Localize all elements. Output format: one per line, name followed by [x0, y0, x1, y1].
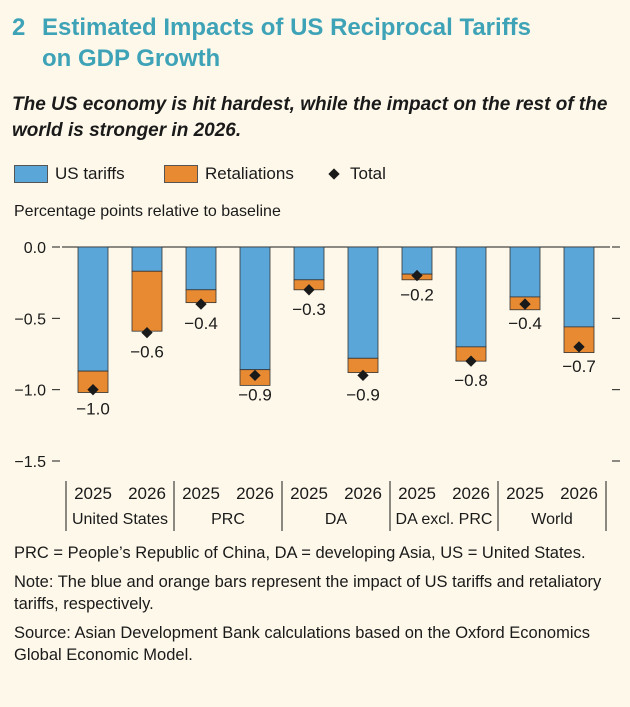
total-marker: [465, 355, 477, 367]
total-data-label: −0.2: [400, 286, 434, 305]
explanation-note: Note: The blue and orange bars represent…: [14, 573, 602, 613]
x-year-label: 2025: [182, 484, 220, 503]
figure-title: 2 Estimated Impacts of US Reciprocal Tari…: [12, 12, 612, 74]
x-year-label: 2026: [452, 484, 490, 503]
y-tick-label: −0.5: [14, 311, 46, 328]
total-marker: [357, 369, 369, 382]
x-year-label: 2026: [344, 484, 382, 503]
figure-subtitle: The US economy is hit hardest, while the…: [12, 94, 608, 141]
bar-us-tariffs: [293, 246, 325, 281]
total-data-label: −0.4: [508, 314, 542, 333]
total-data-label: −1.0: [76, 400, 110, 419]
bar-us-tariffs: [239, 246, 271, 371]
legend-label-retaliations: Retaliations: [205, 164, 294, 183]
total-data-label: −0.8: [454, 371, 488, 390]
bar-us-tariffs: [509, 246, 541, 298]
bar-us-tariffs: [347, 246, 379, 359]
figure-title-line2: on GDP Growth: [42, 45, 221, 72]
legend-us-tariffs: US tariffs: [14, 164, 125, 184]
y-axis-label: Percentage points relative to baseline: [14, 203, 281, 220]
total-data-label: −0.6: [130, 343, 164, 362]
legend-label-total: Total: [350, 164, 386, 183]
total-marker: [519, 298, 531, 310]
bar-us-tariffs: [131, 246, 163, 272]
total-data-label: −0.3: [292, 300, 326, 319]
legend-swatch-retaliations: [164, 165, 198, 183]
bar-chart: 0.0 −0.5 −1.0 −1.5 −1.0 −0.6 −0.4 −0.9 −0.3 −0.9 −…: [14, 240, 620, 531]
source-note: Source: Asian Development Bank calculati…: [14, 624, 590, 664]
y-tick-label: 0.0: [24, 240, 46, 257]
total-data-label: −0.7: [562, 357, 596, 376]
total-data-label: −0.9: [238, 385, 272, 404]
y-tick-label: −1.5: [14, 454, 46, 471]
x-year-label: 2025: [74, 484, 112, 503]
bar-us-tariffs: [563, 246, 595, 328]
notes: PRC = People’s Republic of China, DA = d…: [14, 542, 620, 673]
x-year-label: 2025: [398, 484, 436, 503]
total-marker: [303, 284, 315, 296]
legend-retaliations: Retaliations: [164, 164, 294, 184]
x-year-label: 2026: [236, 484, 274, 503]
legend-total: Total: [324, 164, 386, 184]
bar-us-tariffs: [455, 246, 487, 348]
x-year-label: 2026: [128, 484, 166, 503]
figure-number: 2: [12, 14, 26, 41]
bar-us-tariffs: [185, 246, 217, 291]
total-marker: [249, 369, 261, 382]
legend-swatch-us-tariffs: [14, 165, 48, 183]
figure-title-line1: Estimated Impacts of US Reciprocal Tarif…: [42, 14, 532, 41]
x-year-label: 2026: [560, 484, 598, 503]
x-group-label: United States: [72, 511, 168, 528]
x-group-label: World: [531, 511, 573, 528]
bar-us-tariffs: [401, 246, 433, 275]
total-data-label: −0.9: [346, 385, 380, 404]
x-group-label: DA excl. PRC: [396, 511, 493, 528]
x-group-label: DA: [325, 511, 348, 528]
bar-retaliations: [131, 270, 163, 332]
y-tick-label: −1.0: [14, 383, 46, 400]
legend-label-us-tariffs: US tariffs: [55, 164, 125, 183]
abbreviations-note: PRC = People’s Republic of China, DA = d…: [14, 544, 586, 562]
bar-retaliations: [563, 326, 595, 353]
x-year-label: 2025: [506, 484, 544, 503]
total-data-label: −0.4: [184, 314, 218, 333]
total-marker: [87, 384, 99, 396]
diamond-icon: [328, 168, 340, 180]
x-year-label: 2025: [290, 484, 328, 503]
total-marker: [195, 298, 207, 310]
x-group-label: PRC: [211, 511, 245, 528]
bar-us-tariffs: [77, 246, 109, 372]
